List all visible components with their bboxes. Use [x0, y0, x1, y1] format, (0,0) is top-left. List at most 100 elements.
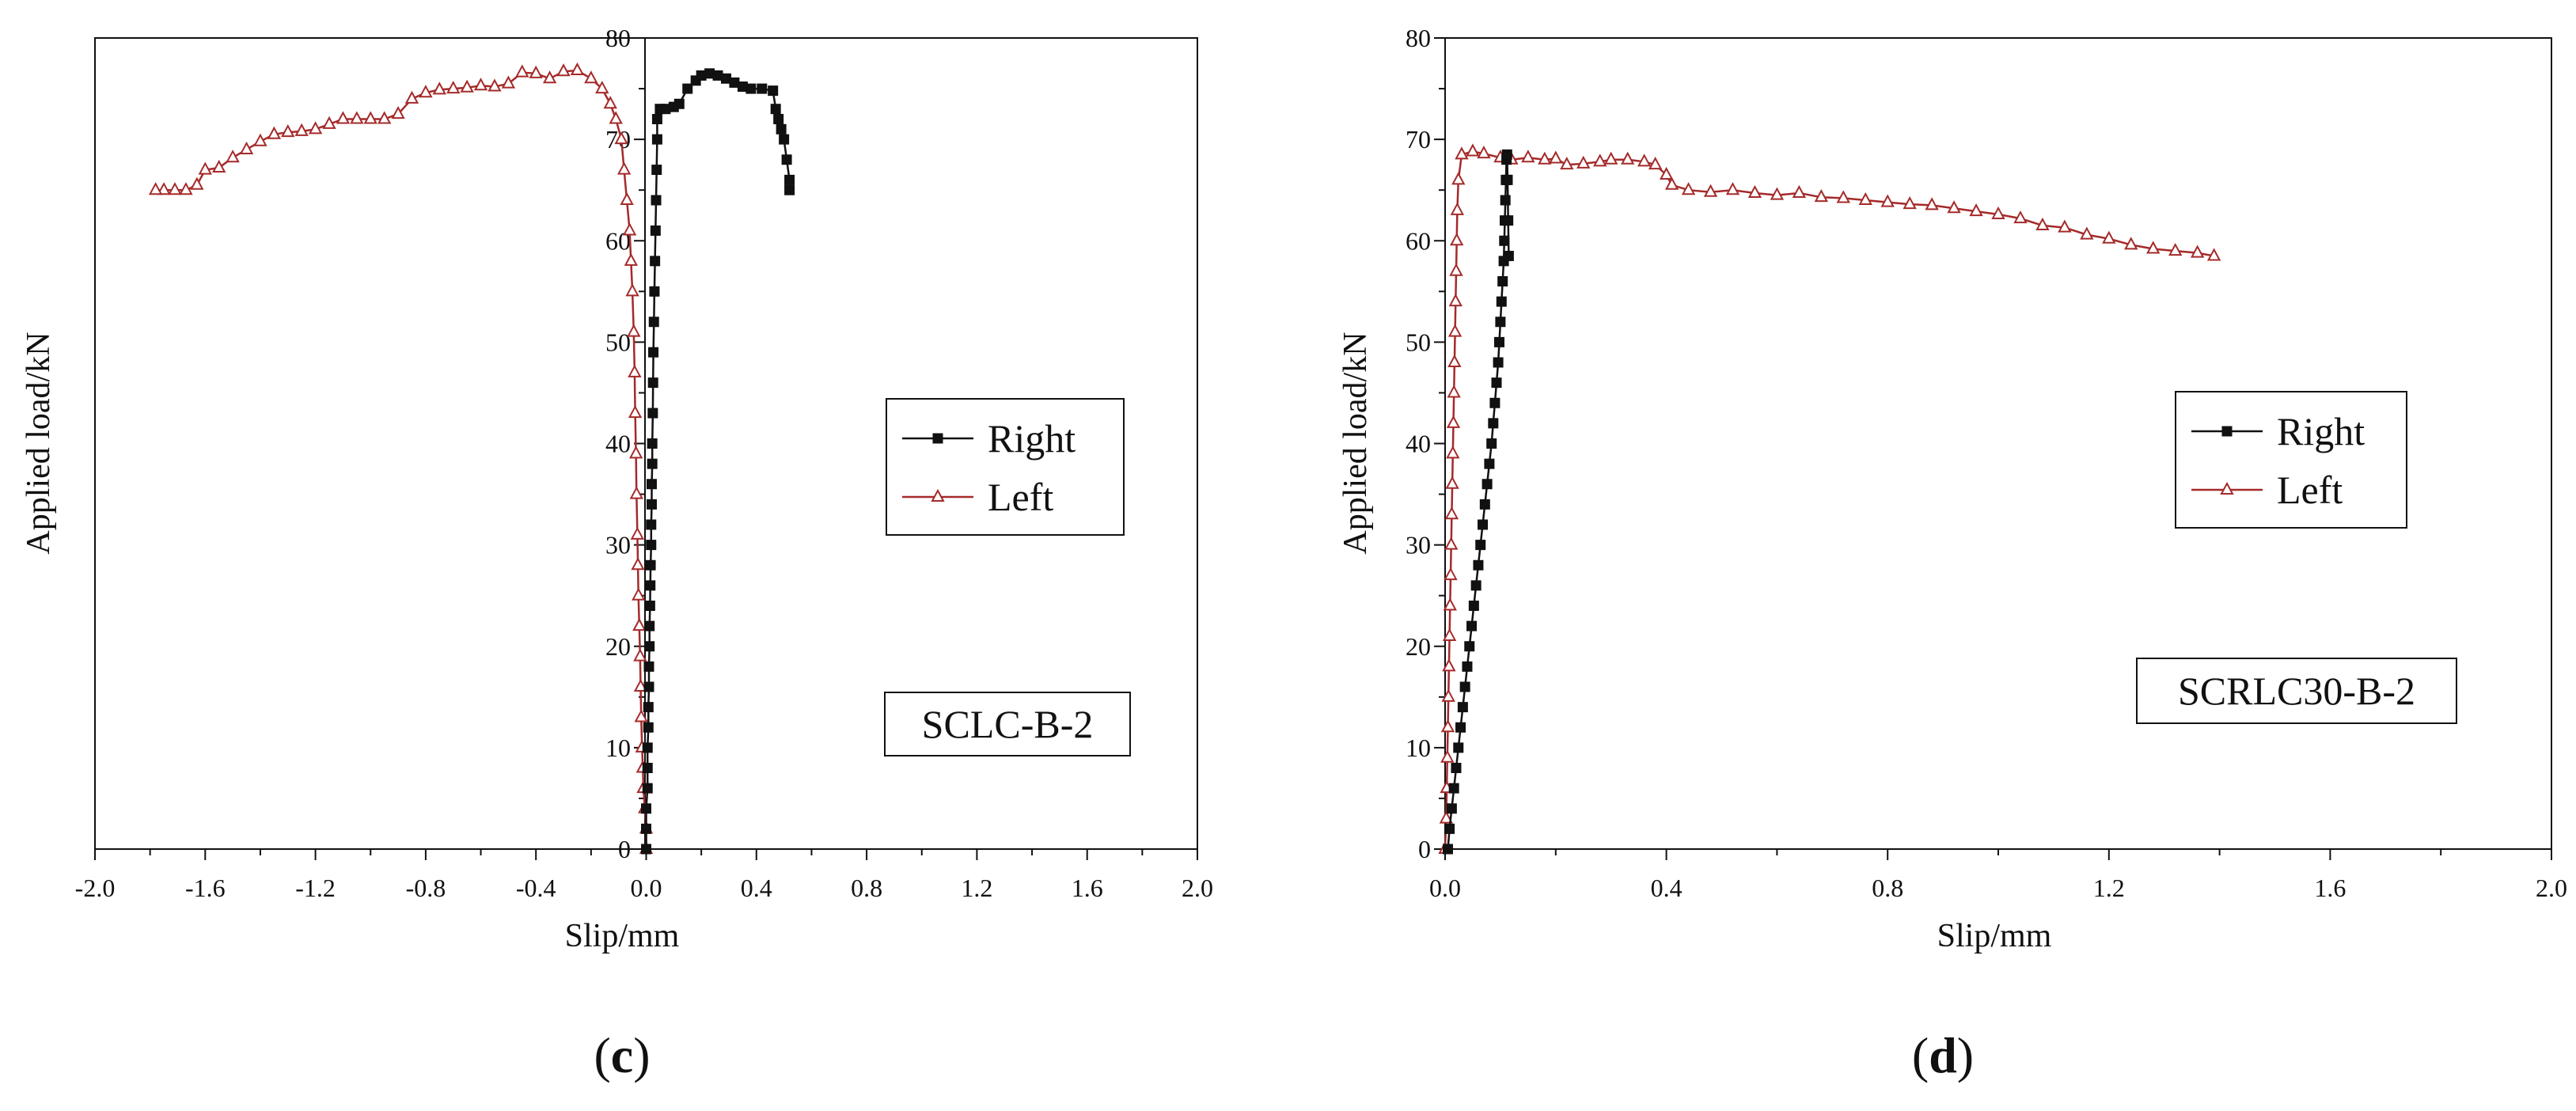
legend-marker-right [932, 433, 943, 444]
data-point [1451, 763, 1462, 773]
data-point [1637, 154, 1652, 167]
data-point [651, 114, 662, 124]
data-point [1497, 276, 1508, 286]
data-point [646, 479, 657, 490]
data-point [1470, 580, 1481, 591]
legend-label-right: Right [2277, 409, 2365, 453]
data-point [757, 83, 768, 94]
data-point [1481, 479, 1493, 490]
data-point [1491, 377, 1502, 389]
y-tick-label: 0 [618, 835, 631, 863]
data-point [1814, 189, 1828, 203]
data-point [179, 182, 193, 195]
data-point [488, 78, 502, 92]
legend-marker-right [2221, 426, 2233, 437]
specimen-label: SCLC-B-2 [922, 702, 1094, 746]
legend-marker-left [931, 488, 945, 502]
data-point [1447, 385, 1461, 398]
data-point [1664, 176, 1679, 190]
data-point [1703, 184, 1718, 197]
panel-label: (d) [1912, 1027, 1974, 1083]
data-point [1493, 357, 1504, 368]
data-point [632, 618, 647, 631]
data-point [1681, 182, 1696, 195]
data-point [1453, 742, 1464, 753]
x-tick-label: 1.6 [1072, 874, 1103, 902]
data-point [1792, 184, 1807, 199]
data-point [651, 134, 662, 145]
x-tick-label: 0.0 [631, 874, 662, 902]
data-point [1494, 336, 1505, 347]
data-point [1489, 397, 1500, 408]
y-tick-label: 10 [605, 734, 631, 762]
data-point [646, 519, 657, 530]
data-point [2035, 217, 2050, 231]
panel-label-part: c [611, 1027, 633, 1083]
x-axis-title: Slip/mm [1937, 918, 2052, 954]
data-point [239, 141, 254, 154]
y-tick-label: 40 [1406, 430, 1431, 458]
data-point [1440, 749, 1455, 763]
y-axis-title: Applied load/kN [1337, 332, 1374, 554]
data-point [1442, 658, 1456, 672]
x-axis-title: Slip/mm [565, 918, 680, 954]
data-point [2168, 242, 2183, 256]
data-point [633, 648, 647, 662]
y-tick-label: 30 [605, 531, 631, 559]
data-point [350, 111, 364, 124]
x-tick-label: -2.0 [75, 874, 116, 902]
data-point [645, 580, 656, 591]
data-point [649, 286, 660, 297]
data-point [645, 559, 656, 571]
data-point [625, 283, 639, 297]
data-point [460, 79, 474, 93]
specimen-tag: SCLC-B-2 [884, 692, 1131, 756]
data-point [642, 783, 653, 794]
data-point [1444, 823, 1455, 834]
series-right [641, 68, 795, 855]
data-point [322, 116, 336, 129]
data-point [784, 174, 795, 185]
data-point [1836, 190, 1850, 203]
data-point [1443, 597, 1457, 611]
data-point [1576, 155, 1591, 169]
data-point [641, 844, 651, 855]
data-point [1457, 702, 1468, 713]
data-point [650, 256, 661, 267]
data-point [647, 458, 658, 469]
data-point [773, 114, 784, 124]
data-point [1479, 499, 1490, 510]
y-axis-title: Applied load/kN [21, 332, 57, 554]
data-point [632, 587, 646, 601]
y-tick-label: 50 [1406, 328, 1431, 356]
data-point [267, 126, 282, 139]
data-point [2146, 241, 2161, 254]
data-point [644, 641, 655, 652]
data-point [603, 96, 617, 109]
data-point [1659, 166, 1674, 180]
panel-label-part: ) [633, 1027, 650, 1083]
data-point [768, 85, 779, 97]
data-point [1969, 203, 1983, 217]
data-point [644, 620, 655, 631]
x-tick-label: 0.8 [1872, 874, 1903, 902]
data-point [646, 540, 657, 551]
legend-box [886, 398, 1125, 536]
data-point [770, 104, 781, 115]
data-point [446, 80, 461, 94]
legend: Right Left [2175, 391, 2407, 529]
data-point [1488, 418, 1499, 429]
data-point [542, 70, 557, 84]
data-point [1500, 195, 1511, 206]
data-point [529, 65, 543, 78]
data-point [1880, 194, 1895, 207]
data-point [157, 182, 171, 195]
data-point [631, 557, 645, 571]
data-point [1560, 157, 1574, 170]
data-point [1448, 783, 1459, 794]
data-point [391, 105, 405, 119]
data-point [1455, 722, 1466, 733]
data-point [630, 526, 645, 540]
data-point [1648, 157, 1663, 170]
data-point [628, 364, 642, 377]
